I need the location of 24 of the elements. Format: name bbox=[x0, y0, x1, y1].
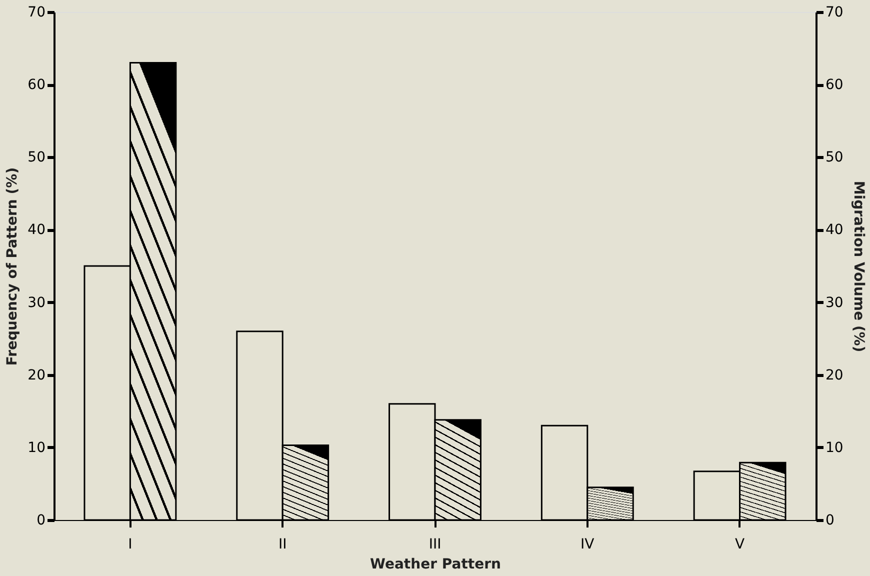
y-tick-label: 0 bbox=[36, 512, 46, 528]
y-tick-label: 30 bbox=[28, 294, 46, 311]
y2-tick-label: 20 bbox=[826, 367, 844, 384]
x-tick-label: I bbox=[128, 536, 132, 552]
y2-tick-label: 0 bbox=[826, 512, 834, 528]
y2-tick-label: 40 bbox=[826, 222, 844, 238]
x-tick-label: II bbox=[278, 536, 287, 552]
y-tick-label: 50 bbox=[28, 150, 46, 166]
y-tick-label: 10 bbox=[28, 440, 46, 456]
y-tick-label: 60 bbox=[28, 77, 46, 94]
y2-axis-title: Migration Volume (%) bbox=[850, 180, 866, 352]
y2-tick-label: 60 bbox=[826, 77, 844, 94]
x-tick-label: IV bbox=[580, 536, 595, 552]
y2-tick-label: 10 bbox=[826, 440, 844, 456]
y2-tick-label: 50 bbox=[826, 150, 844, 166]
y-axis-title: Frequency of Pattern (%) bbox=[4, 167, 21, 366]
y2-tick-label: 70 bbox=[826, 4, 844, 20]
x-tick-label: III bbox=[428, 536, 442, 552]
y-tick-label: 40 bbox=[28, 222, 46, 238]
y2-tick-label: 30 bbox=[826, 294, 844, 311]
y-tick-label: 70 bbox=[28, 4, 46, 20]
x-tick-label: V bbox=[735, 536, 746, 552]
x-axis-title: Weather Pattern bbox=[370, 556, 501, 572]
y-tick-label: 20 bbox=[28, 367, 46, 384]
